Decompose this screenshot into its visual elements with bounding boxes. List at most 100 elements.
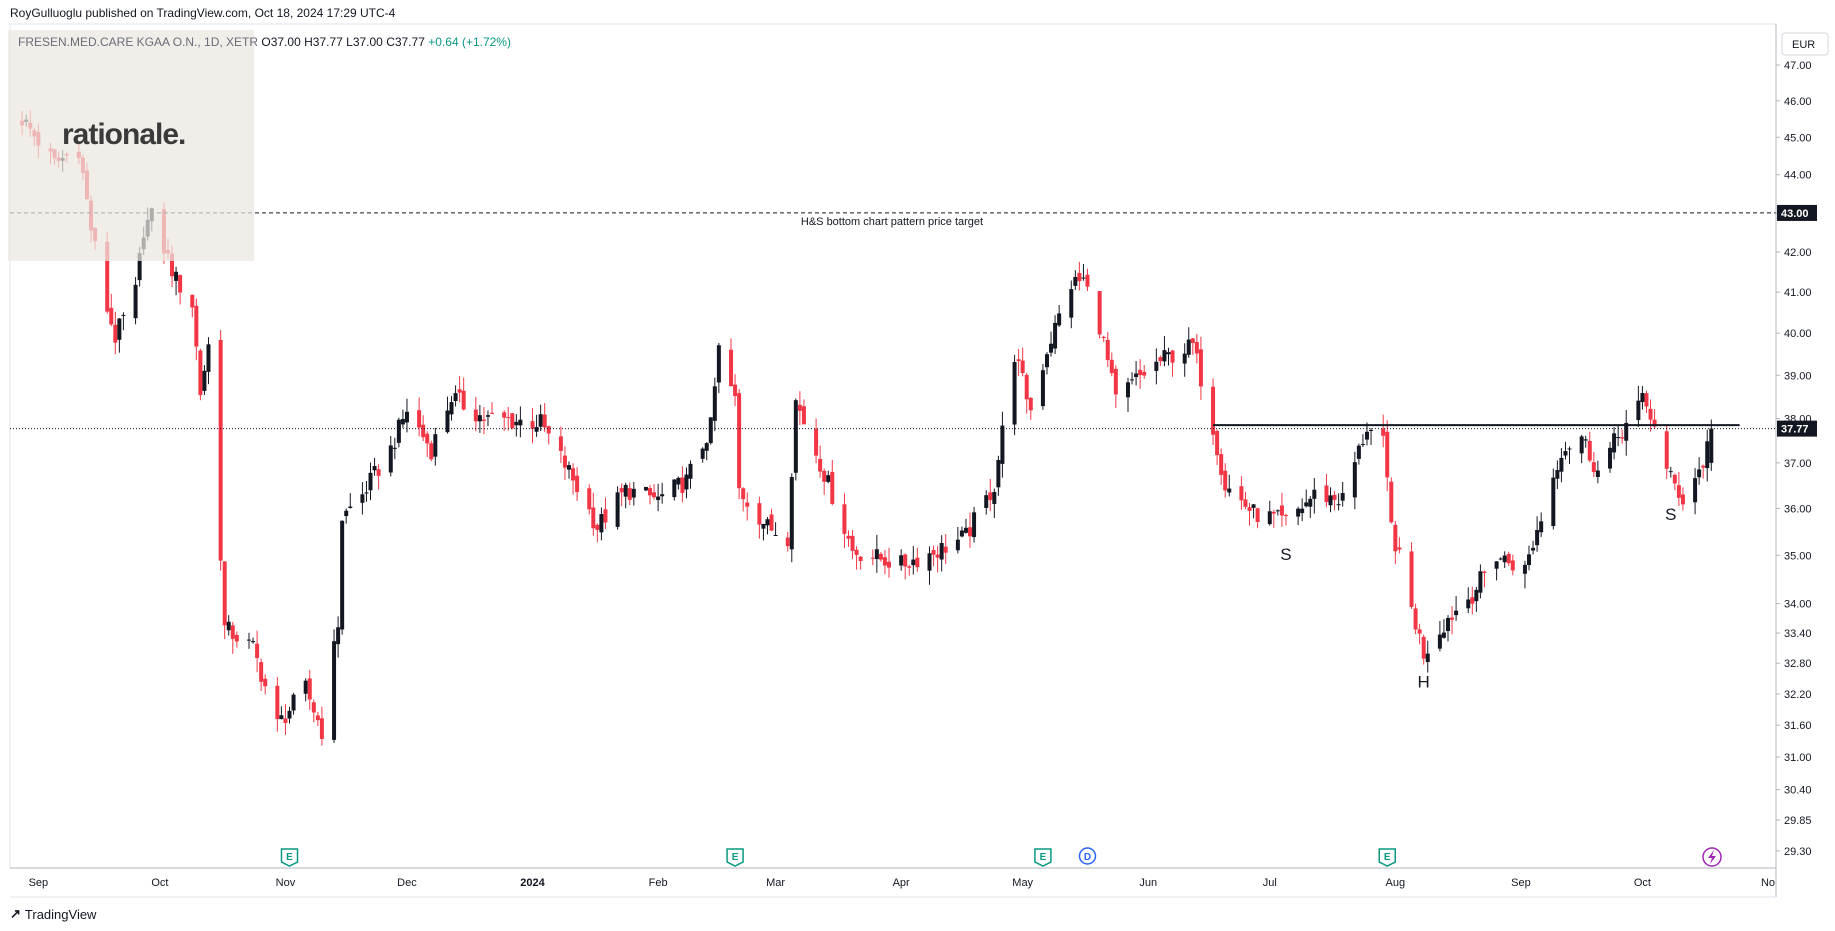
candle-body [1044, 354, 1049, 368]
price-axis[interactable]: 47.00 46.00 45.00 44.00 43.00 42.00 41.00 40.00… [1775, 24, 1829, 897]
candle [1215, 429, 1220, 465]
earnings-icon[interactable]: E [1378, 848, 1396, 867]
candle-body [1693, 478, 1698, 503]
candle [477, 405, 482, 433]
candle-body [996, 460, 1001, 488]
candle-body [453, 393, 458, 402]
candle-body [105, 241, 110, 312]
candle-body [222, 561, 227, 626]
candle-body [591, 507, 596, 529]
candle-body [818, 458, 823, 472]
candle [481, 407, 486, 435]
candle [1053, 315, 1058, 355]
candle-body [643, 487, 648, 491]
candle-body [174, 271, 179, 281]
candle-body [773, 535, 778, 537]
candle-body [1636, 400, 1641, 421]
candle [789, 473, 794, 563]
candle [178, 274, 183, 305]
candle [672, 479, 677, 501]
candle [793, 398, 798, 481]
candle [1640, 386, 1645, 410]
candle-body [846, 535, 851, 539]
candle-body [1498, 558, 1503, 560]
footer-brand[interactable]: ↗ TradingView [10, 906, 96, 922]
candle [1510, 554, 1515, 576]
last-price-text: 37.77 [1781, 424, 1809, 436]
candle-body [1049, 343, 1054, 353]
earnings-letter: E [1384, 852, 1391, 863]
candle [1364, 422, 1369, 446]
candle-body [1437, 634, 1442, 649]
candle-body [404, 411, 409, 423]
candle [1421, 634, 1426, 665]
candle-body [1186, 339, 1191, 355]
candle-body [968, 527, 973, 537]
candle [417, 397, 422, 437]
pattern-label: H [1418, 672, 1430, 691]
dividend-icon[interactable]: D [1078, 847, 1097, 865]
candle [931, 545, 936, 567]
x-tick-label: Feb [649, 877, 668, 889]
pattern-label: S [1665, 505, 1676, 524]
y-tick-label: 31.60 [1784, 720, 1812, 732]
candle [595, 523, 600, 543]
earnings-icon[interactable]: E [280, 848, 299, 867]
candle-body [283, 718, 288, 723]
candle [1251, 504, 1256, 519]
candle-body [959, 530, 964, 537]
currency-badge[interactable]: EUR [1781, 32, 1829, 56]
candle-body [587, 488, 592, 510]
time-axis[interactable]: Sep Oct Nov Dec 2024 Feb Mar Apr May Jun Jul Aug Sep… [10, 867, 1776, 898]
earnings-icon[interactable]: E [726, 848, 744, 867]
candle-body [1324, 485, 1329, 503]
candle-body [562, 455, 567, 468]
candle-body [251, 641, 256, 643]
low-value: L37.00 [346, 35, 383, 49]
candle-body [745, 502, 750, 507]
candle [453, 385, 458, 407]
candle [619, 483, 624, 507]
candle-body [1608, 447, 1613, 469]
candle [874, 534, 879, 573]
candle-body [870, 557, 875, 559]
candle [1389, 477, 1394, 524]
candle-body [1057, 313, 1062, 326]
y-tick-label: 34.00 [1784, 598, 1812, 610]
candle [562, 446, 567, 481]
candle-body [1073, 276, 1078, 286]
candle-body [1024, 374, 1029, 400]
candle-body [1413, 608, 1418, 630]
candle-body [854, 549, 859, 555]
candle-body [1105, 339, 1110, 361]
candle [1300, 498, 1305, 522]
candle [1466, 587, 1471, 614]
candle [1616, 424, 1621, 447]
candle-body [858, 556, 863, 561]
candle [376, 464, 381, 490]
candle [510, 413, 515, 430]
candle [708, 417, 713, 445]
change-value: +0.64 (+1.72%) [428, 35, 511, 49]
candle [117, 318, 122, 353]
candle [311, 699, 316, 723]
candle-body [121, 314, 126, 316]
candle [429, 440, 434, 462]
candle-body [733, 384, 738, 396]
candle [769, 508, 774, 531]
x-tick-label: Mar [766, 877, 785, 889]
candle [1101, 335, 1106, 343]
candle [461, 377, 466, 411]
candle [968, 512, 973, 548]
candle [1535, 516, 1540, 552]
candle-body [1040, 370, 1045, 407]
candle-body [761, 523, 766, 529]
candle [1012, 354, 1017, 436]
y-tick-label: 31.00 [1784, 752, 1812, 764]
candle [425, 431, 430, 458]
candle [850, 530, 855, 559]
earnings-icon[interactable]: E [1034, 848, 1052, 867]
lightning-icon[interactable] [1702, 847, 1722, 867]
candle [1551, 468, 1556, 530]
